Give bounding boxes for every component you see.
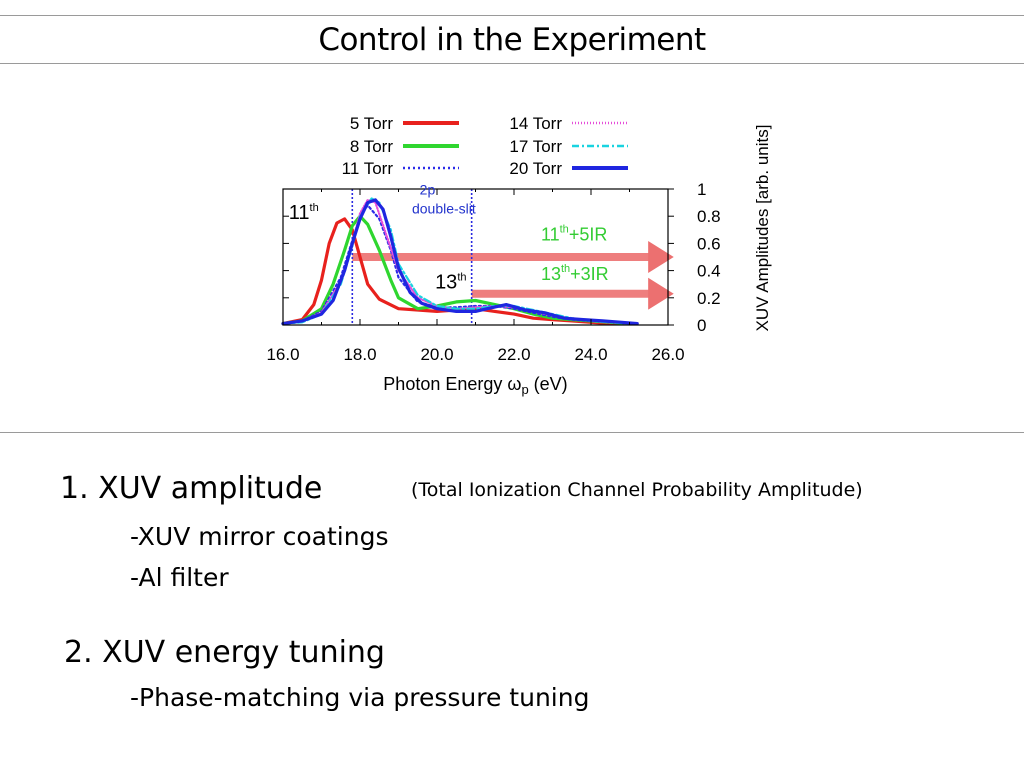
annotation-2: 13th [435, 271, 466, 293]
title-divider [0, 63, 1024, 64]
x-tick-label-5: 24.0 [574, 345, 607, 364]
y-tick-label-2: 0.2 [697, 289, 721, 308]
legend-label-5: 17 Torr [509, 137, 562, 156]
y-tick-label-3: 0.4 [697, 262, 721, 281]
y-tick-label-6: 1 [697, 180, 706, 199]
legend-label-2: 8 Torr [350, 137, 393, 156]
annotation-6: 13th+3IR [541, 263, 609, 284]
legend-label-3: 11 Torr [342, 159, 394, 178]
annotation-1: 11th [289, 202, 319, 224]
x-tick-label-4: 22.0 [497, 345, 530, 364]
legend-label-1: 5 Torr [350, 114, 393, 133]
point-1-item-1: -XUV mirror coatings [130, 522, 389, 551]
y-tick-label-1: 0 [697, 316, 706, 335]
top-rule [0, 15, 1024, 16]
plot-area [281, 189, 674, 326]
point-1-heading: 1. XUV amplitude [60, 471, 323, 506]
point-1-note: (Total Ionization Channel Probability Am… [411, 479, 863, 501]
series-line-4 [281, 198, 631, 325]
legend-label-4: 14 Torr [509, 114, 562, 133]
chart-divider [0, 432, 1024, 433]
x-tick-label-2: 18.0 [343, 345, 376, 364]
chart-axes: 16.0 18.0 20.0 22.0 24.0 26.0 0 0.2 0.4 0.6 0.8 1 Ph… [266, 125, 772, 397]
xuv-amplitude-chart: 5 Torr 8 Torr 11 Torr 14 Torr 17 Torr 20 Torr… [266, 114, 772, 397]
point-1-item-2: -Al filter [130, 563, 229, 592]
x-tick-label-1: 16.0 [266, 345, 299, 364]
y-tick-label-4: 0.6 [697, 234, 721, 253]
chart-legend: 5 Torr 8 Torr 11 Torr 14 Torr 17 Torr 20 Torr [342, 114, 628, 178]
point-2-heading: 2. XUV energy tuning [64, 635, 385, 670]
series-line-5 [281, 197, 631, 325]
annotation-5: 11th+5IR [541, 224, 607, 245]
annotation-3: 2p [420, 181, 436, 197]
y-axis-label: XUV Amplitudes [arb. units] [753, 125, 772, 332]
x-tick-label-3: 20.0 [420, 345, 453, 364]
y-tick-label-5: 0.8 [697, 207, 721, 226]
point-2-item-1: -Phase-matching via pressure tuning [130, 683, 590, 712]
page-title: Control in the Experiment [318, 22, 706, 58]
legend-label-6: 20 Torr [509, 159, 562, 178]
x-axis-label: Photon Energy ωp (eV) [383, 374, 567, 397]
annotation-4: double-slit [412, 200, 476, 216]
series-line-6 [281, 198, 639, 326]
x-tick-label-6: 26.0 [651, 345, 684, 364]
